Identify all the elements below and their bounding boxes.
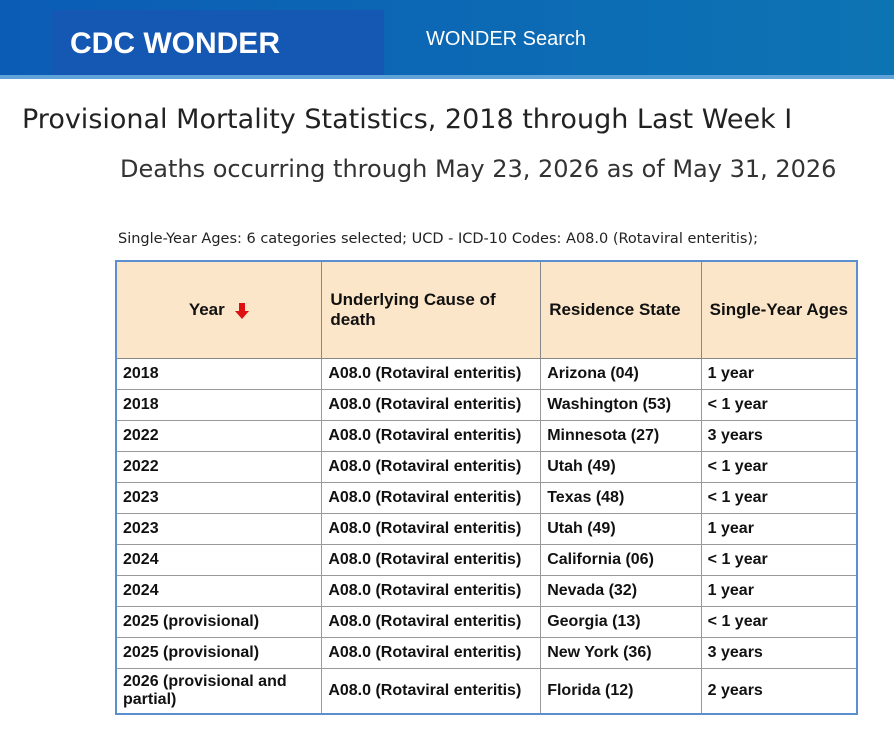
table-cell: < 1 year — [700, 389, 858, 421]
table-row: 2026 (provisional and partial) A08.0 (Rot… — [115, 668, 858, 715]
table-cell: New York (36) — [540, 637, 702, 669]
table-cell: Utah (49) — [540, 451, 702, 483]
column-label: Underlying Cause of death — [330, 290, 496, 329]
page-title: Provisional Mortality Statistics, 2018 t… — [22, 104, 793, 135]
table-cell: < 1 year — [700, 482, 858, 514]
table-cell: 2026 (provisional and partial) — [115, 668, 323, 715]
sort-icon[interactable] — [235, 302, 250, 319]
table-cell: 2018 — [115, 389, 323, 421]
table-cell: A08.0 (Rotaviral enteritis) — [321, 513, 542, 545]
table-row: 2025 (provisional) A08.0 (Rotaviral enter… — [115, 606, 858, 638]
table-cell: Texas (48) — [540, 482, 702, 514]
table-row: 2022 A08.0 (Rotaviral enteritis) Minnesota… — [115, 420, 858, 452]
table-cell: A08.0 (Rotaviral enteritis) — [321, 575, 542, 607]
column-label: Year — [188, 300, 225, 319]
table-cell: 3 years — [700, 420, 858, 452]
table-cell: A08.0 (Rotaviral enteritis) — [321, 544, 542, 576]
nav-link[interactable]: WONDER Search — [426, 28, 587, 50]
table-cell: 2024 — [115, 575, 323, 607]
header: CDC WONDER WONDER Search — [0, 0, 894, 79]
table-cell: A08.0 (Rotaviral enteritis) — [321, 451, 542, 483]
table-cell: 1 year — [700, 513, 858, 545]
page-subtitle: Deaths occurring through May 23, 2026 as… — [120, 155, 837, 183]
table-row: 2018 A08.0 (Rotaviral enteritis) Washingto… — [115, 389, 858, 421]
caption: Single-Year Ages: 6 categories selected;… — [118, 231, 758, 247]
table-cell: Georgia (13) — [540, 606, 702, 638]
table-cell: 2025 (provisional) — [115, 606, 323, 638]
table-row: 2022 A08.0 (Rotaviral enteritis) Utah (49)… — [115, 451, 858, 483]
table-cell: 2023 — [115, 513, 323, 545]
table-cell: 2022 — [115, 420, 323, 452]
table-cell: 2023 — [115, 482, 323, 514]
table-cell: California (06) — [540, 544, 702, 576]
column-header: Single-Year Ages — [700, 260, 858, 359]
table-cell: A08.0 (Rotaviral enteritis) — [321, 420, 542, 452]
table-cell: Minnesota (27) — [540, 420, 702, 452]
table-body: 2018 A08.0 (Rotaviral enteritis) Arizona (… — [115, 358, 858, 715]
table-cell: 1 year — [700, 575, 858, 607]
table-cell: Nevada (32) — [540, 575, 702, 607]
table-cell: 2022 — [115, 451, 323, 483]
table-cell: 2025 (provisional) — [115, 637, 323, 669]
column-label: Residence State — [549, 300, 681, 319]
table-row: 2023 A08.0 (Rotaviral enteritis) Utah (49)… — [115, 513, 858, 545]
table-cell: Arizona (04) — [540, 358, 702, 390]
table-cell: Florida (12) — [540, 668, 702, 715]
column-label: Single-Year Ages — [709, 300, 848, 319]
table-cell: A08.0 (Rotaviral enteritis) — [321, 389, 542, 421]
table-cell: 2018 — [115, 358, 323, 390]
brand[interactable]: CDC WONDER — [52, 10, 384, 75]
header-row: Year Underlying Cause of death Residence … — [115, 260, 858, 359]
table-cell: Utah (49) — [540, 513, 702, 545]
table-cell: A08.0 (Rotaviral enteritis) — [321, 637, 542, 669]
table-cell: A08.0 (Rotaviral enteritis) — [321, 482, 542, 514]
table-row: 2025 (provisional) A08.0 (Rotaviral enter… — [115, 637, 858, 669]
table-cell: < 1 year — [700, 606, 858, 638]
table-row: 2023 A08.0 (Rotaviral enteritis) Texas (48… — [115, 482, 858, 514]
table-cell: A08.0 (Rotaviral enteritis) — [321, 606, 542, 638]
table-cell: 3 years — [700, 637, 858, 669]
results-table: Year Underlying Cause of death Residence … — [115, 260, 858, 715]
column-header: Underlying Cause of death — [321, 260, 542, 359]
table-cell: 1 year — [700, 358, 858, 390]
table-row: 2024 A08.0 (Rotaviral enteritis) Nevada (3… — [115, 575, 858, 607]
table-cell: 2024 — [115, 544, 323, 576]
table-cell: < 1 year — [700, 544, 858, 576]
column-header[interactable]: Year — [115, 260, 323, 359]
table-row: 2018 A08.0 (Rotaviral enteritis) Arizona (… — [115, 358, 858, 390]
column-header: Residence State — [540, 260, 702, 359]
table-cell: < 1 year — [700, 451, 858, 483]
table-cell: Washington (53) — [540, 389, 702, 421]
table-cell: 2 years — [700, 668, 858, 715]
table-cell: A08.0 (Rotaviral enteritis) — [321, 668, 542, 715]
table-row: 2024 A08.0 (Rotaviral enteritis) Californi… — [115, 544, 858, 576]
table-cell: A08.0 (Rotaviral enteritis) — [321, 358, 542, 390]
